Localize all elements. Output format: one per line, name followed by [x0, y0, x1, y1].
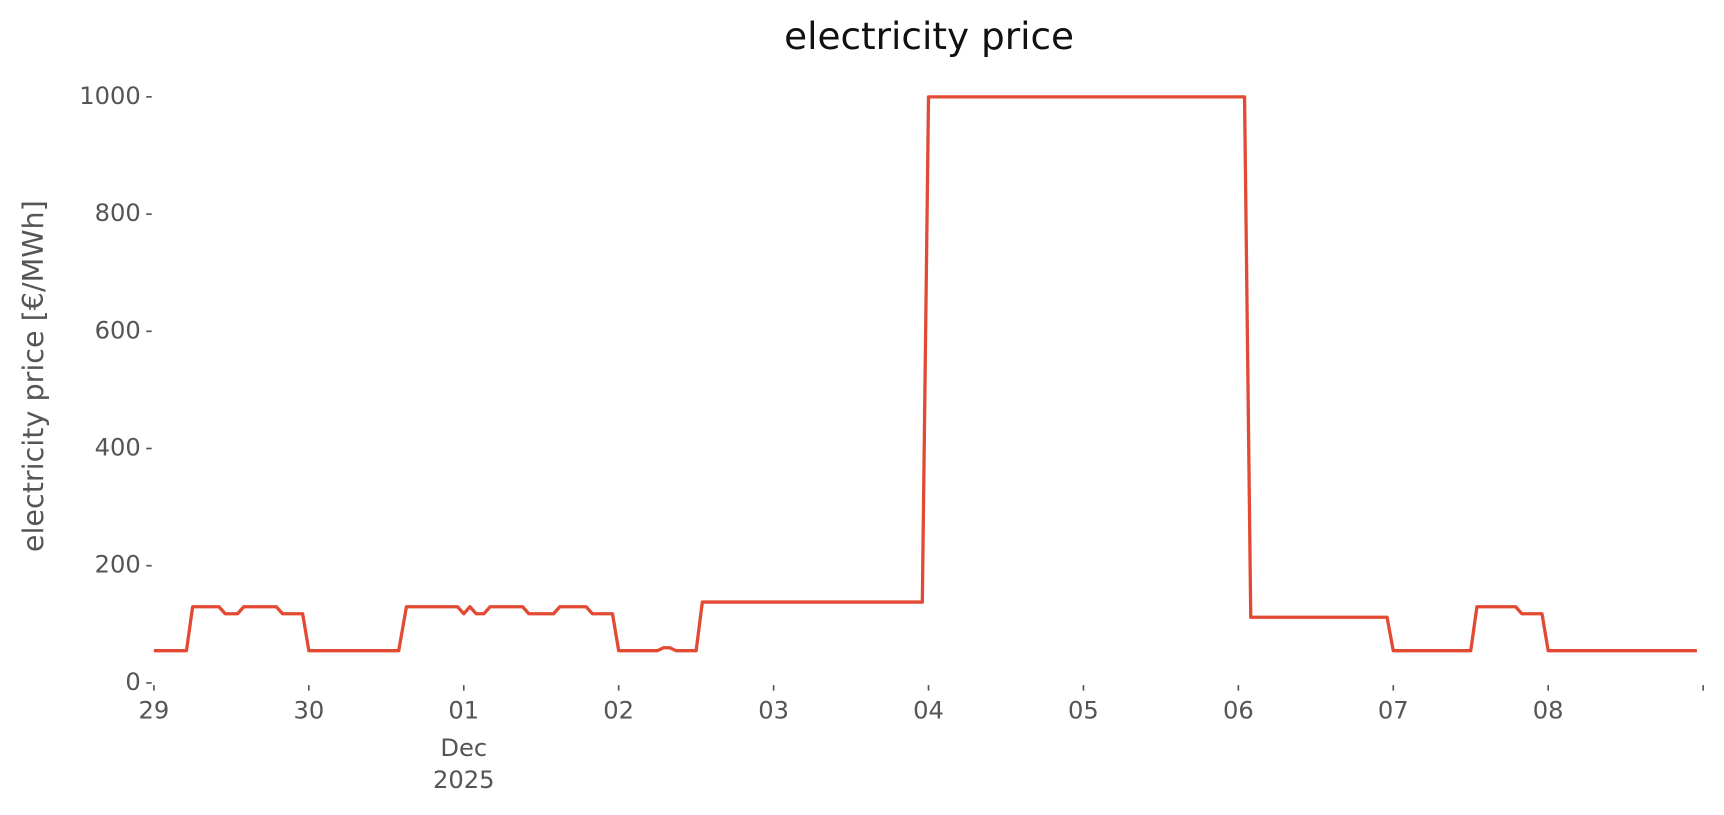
price-line: [153, 95, 1697, 653]
x-date-context: 2025: [433, 766, 495, 794]
x-tick-label: 02: [603, 697, 634, 725]
x-tick-label: 05: [1068, 697, 1099, 725]
chart-title: electricity price: [784, 14, 1074, 58]
x-tick-label: 04: [913, 697, 944, 725]
y-tick-label: 800: [95, 199, 141, 227]
x-tick-label: 08: [1533, 697, 1564, 725]
x-tick-label: 29: [139, 697, 170, 725]
y-tick-label: 200: [95, 551, 141, 579]
x-tick-label: 07: [1378, 697, 1409, 725]
y-tick-label: 0: [125, 668, 140, 696]
y-tick-label: 1000: [79, 82, 141, 110]
x-tick-label: 01: [448, 697, 479, 725]
y-tick-label: 400: [95, 434, 141, 462]
x-tick-label: 30: [293, 697, 324, 725]
y-axis-label: electricity price [€/MWh]: [16, 200, 50, 552]
x-date-context: Dec: [440, 734, 487, 762]
x-tick-label: 03: [758, 697, 789, 725]
y-tick-label: 600: [95, 316, 141, 344]
x-tick-label: 06: [1223, 697, 1254, 725]
